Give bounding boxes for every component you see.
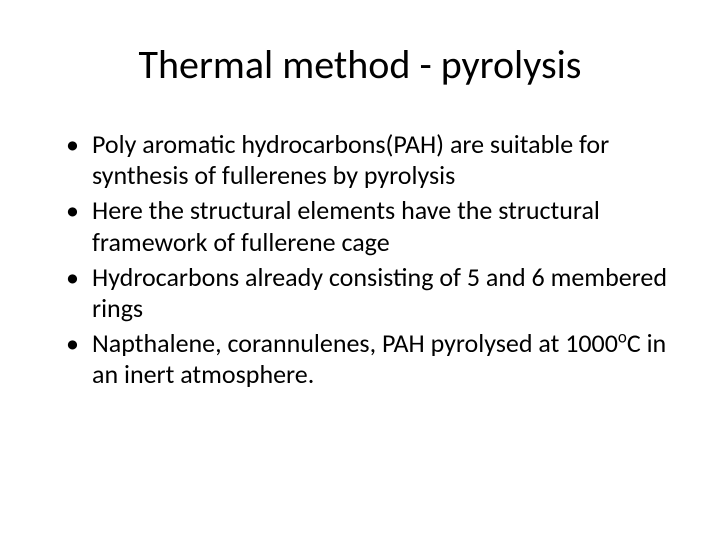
bullet-text: Poly aromatic hydrocarbons(PAH) are suit… <box>92 128 609 191</box>
bullet-list: Poly aromatic hydrocarbons(PAH) are suit… <box>50 129 670 391</box>
bullet-item: Napthalene, corannulenes, PAH pyrolysed … <box>66 328 670 390</box>
bullet-item: Hydrocarbons already consisting of 5 and… <box>66 262 670 324</box>
bullet-item: Poly aromatic hydrocarbons(PAH) are suit… <box>66 129 670 191</box>
slide-title: Thermal method - pyrolysis <box>50 40 670 89</box>
superscript: o <box>618 326 627 347</box>
bullet-text: Here the structural elements have the st… <box>92 194 600 257</box>
bullet-text-pre: Napthalene, corannulenes, PAH pyrolysed … <box>92 327 618 359</box>
bullet-item: Here the structural elements have the st… <box>66 195 670 257</box>
bullet-text: Hydrocarbons already consisting of 5 and… <box>92 261 667 324</box>
